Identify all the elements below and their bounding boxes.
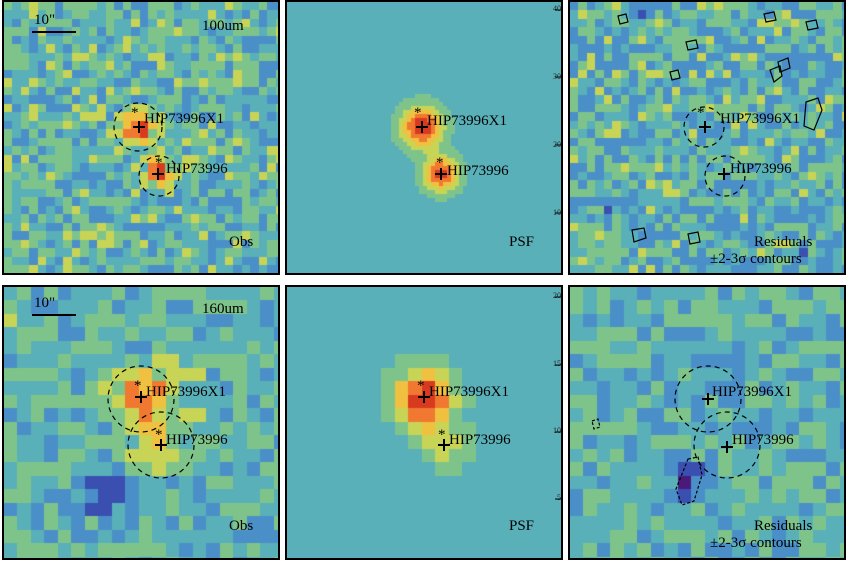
plus-marker-secondary	[155, 439, 167, 451]
axis-tick-marks	[555, 296, 561, 500]
source-label-secondary: HIP73996	[732, 432, 794, 448]
star-marker-secondary: *	[438, 427, 446, 443]
star-marker-primary: *	[417, 378, 425, 394]
panel-label-line1: Residuals	[754, 518, 813, 534]
overlay-100um-psf	[416, 9, 561, 214]
panel-100um-residuals: * HIP73996X1 HIP73996 Residuals ±2-3σ co…	[568, 0, 846, 275]
star-marker-secondary: *	[155, 155, 163, 171]
source-label-primary: HIP73996X1	[146, 384, 227, 400]
overlay-160um-obs	[32, 314, 195, 479]
panel-label-line1: Residuals	[754, 234, 813, 250]
star-marker-primary: *	[131, 105, 139, 121]
scale-bar-label: 10"	[34, 12, 56, 28]
panel-label: Obs	[229, 518, 254, 534]
plus-marker-primary	[418, 391, 430, 403]
band-label: 100um	[202, 18, 244, 34]
axis-tick-label: 15	[553, 359, 561, 368]
aperture-primary	[674, 365, 742, 433]
axis-tick-label: 10	[553, 208, 561, 217]
plus-marker-secondary	[435, 168, 447, 180]
scale-bar-label: 10"	[34, 295, 56, 311]
star-marker-primary: *	[414, 105, 422, 121]
panel-label-line2: ±2-3σ contours	[710, 251, 802, 267]
panel-label: Obs	[229, 234, 254, 250]
source-label-secondary: HIP73996	[166, 432, 228, 448]
aperture-primary	[683, 106, 725, 148]
image-100um-obs	[4, 2, 278, 273]
residual-contours	[591, 418, 703, 506]
panel-100um-obs: 10" 100um * HIP73996X1 * HIP73996 Obs	[2, 0, 280, 275]
overlay-160um-psf	[418, 296, 561, 500]
source-label-primary: HIP73996X1	[720, 111, 801, 127]
panel-label: PSF	[509, 234, 535, 250]
panel-label-line2: ±2-3σ contours	[710, 535, 802, 551]
source-label-primary: HIP73996X1	[144, 111, 225, 127]
source-label-primary: HIP73996X1	[429, 384, 510, 400]
axis-tick-label: 40	[553, 4, 561, 13]
image-160um-obs	[4, 287, 278, 558]
star-marker-primary: *	[134, 378, 142, 394]
axis-tick-label: 20	[553, 140, 561, 149]
band-label: 160um	[202, 301, 244, 317]
source-label-secondary: HIP73996	[166, 161, 228, 177]
source-label-primary: HIP73996X1	[712, 384, 793, 400]
source-label-secondary: HIP73996	[730, 161, 792, 177]
panel-100um-psf: 40 30 20 10 * HIP73996X1 * HIP73996 PSF	[285, 0, 563, 275]
panel-label: PSF	[509, 518, 535, 534]
star-marker-secondary: *	[436, 155, 444, 171]
image-100um-residuals	[570, 2, 844, 273]
panel-160um-obs: 10" 160um * HIP73996X1 * HIP73996 Obs	[2, 285, 280, 560]
panel-160um-psf: 20 15 10 5 * HIP73996X1 * HIP73996 PSF	[285, 285, 563, 560]
axis-tick-label: 20	[553, 291, 561, 300]
plus-marker-primary	[135, 391, 147, 403]
residual-contours	[617, 11, 823, 245]
aperture-primary	[113, 102, 163, 152]
source-label-primary: HIP73996X1	[427, 113, 508, 129]
image-160um-psf	[287, 287, 561, 558]
overlay-160um-residuals	[591, 365, 761, 506]
plus-marker-primary	[416, 121, 428, 133]
overlay-100um-residuals	[617, 11, 823, 245]
plus-marker-secondary	[718, 168, 730, 180]
aperture-secondary	[138, 155, 180, 197]
plus-marker-primary	[133, 121, 145, 133]
plus-marker-primary	[699, 121, 711, 133]
overlay-100um-obs	[32, 31, 180, 197]
axis-tick-label: 10	[553, 426, 561, 435]
aperture-primary	[107, 365, 175, 433]
aperture-secondary	[704, 155, 746, 197]
image-160um-residuals	[570, 287, 844, 558]
source-label-secondary: HIP73996	[449, 432, 511, 448]
star-marker-primary: *	[697, 105, 705, 121]
source-label-secondary: HIP73996	[447, 163, 509, 179]
axis-tick-label: 5	[557, 493, 561, 502]
plus-marker-secondary	[721, 441, 733, 453]
plus-marker-secondary	[152, 168, 164, 180]
axis-tick-marks	[555, 9, 561, 214]
plus-marker-secondary	[438, 439, 450, 451]
panel-160um-residuals: HIP73996X1 HIP73996 Residuals ±2-3σ cont…	[568, 285, 846, 560]
image-100um-psf	[287, 2, 561, 273]
axis-tick-label: 30	[553, 72, 561, 81]
aperture-secondary	[693, 411, 761, 479]
aperture-secondary	[127, 411, 195, 479]
plus-marker-primary	[702, 393, 714, 405]
star-marker-secondary: *	[155, 427, 163, 443]
